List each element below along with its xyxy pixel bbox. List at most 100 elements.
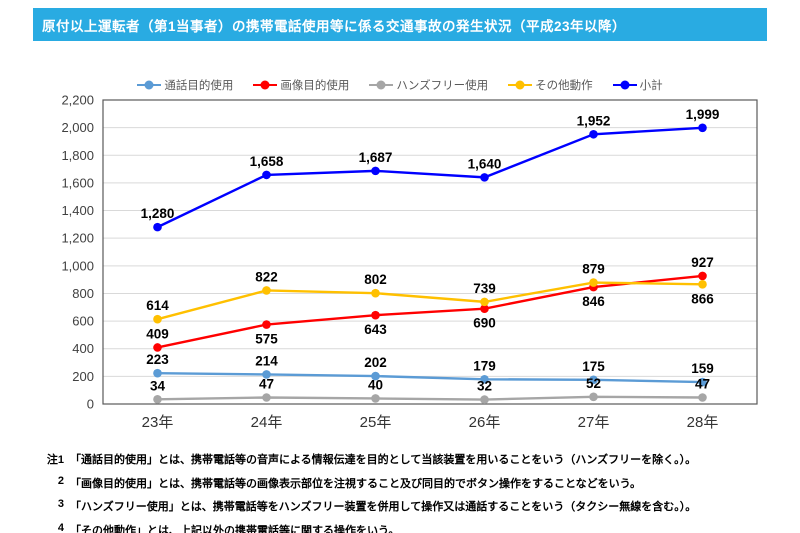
data-point bbox=[262, 286, 271, 295]
data-point bbox=[262, 393, 271, 402]
legend-label: 小計 bbox=[639, 80, 663, 92]
series-line-4 bbox=[156, 126, 703, 229]
data-point bbox=[698, 377, 707, 387]
plot-border bbox=[102, 99, 758, 405]
series-line-1 bbox=[157, 274, 703, 349]
legend-label: 画像目的使用 bbox=[280, 80, 350, 92]
data-point bbox=[262, 370, 271, 379]
legend-item-call-use: 通話目的使用 bbox=[137, 77, 233, 93]
legend-marker-line bbox=[253, 80, 278, 90]
y-tick-label: 200 bbox=[72, 369, 94, 384]
data-label: 1,952 bbox=[577, 113, 611, 128]
x-tick-label: 26年 bbox=[469, 414, 501, 431]
legend-label: その他動作 bbox=[535, 80, 593, 92]
legend-label: ハンズフリー使用 bbox=[396, 80, 489, 92]
page-title: 原付以上運転者（第1当事者）の携帯電話使用等に係る交通事故の発生状況（平成23年… bbox=[42, 18, 627, 34]
data-point bbox=[153, 343, 162, 352]
data-point bbox=[371, 310, 380, 320]
y-tick-label: 1,400 bbox=[61, 203, 94, 218]
data-label: 1,999 bbox=[686, 107, 720, 122]
data-point bbox=[589, 129, 598, 139]
data-point bbox=[698, 393, 707, 402]
data-label: 179 bbox=[473, 358, 496, 373]
data-point bbox=[153, 395, 162, 404]
legend-marker-line bbox=[508, 80, 533, 90]
data-point bbox=[153, 368, 162, 378]
data-point bbox=[480, 297, 489, 307]
y-tick-label: 1,800 bbox=[61, 148, 94, 163]
footnote-number: 2 bbox=[57, 474, 64, 487]
data-point bbox=[480, 304, 489, 313]
y-tick-label: 600 bbox=[72, 314, 94, 329]
footnote-text: 「通話目的使用」とは、携帯電話等の音声による情報伝達を目的として当該装置を用いる… bbox=[70, 454, 697, 466]
footnote-3: 3 「ハンズフリー使用」とは、携帯電話等をハンズフリー装置を併用して操作又は通話… bbox=[38, 498, 768, 514]
data-label: 202 bbox=[364, 355, 387, 370]
y-tick-label: 1,600 bbox=[61, 175, 94, 190]
data-label: 159 bbox=[691, 361, 714, 376]
footnote-text: 「その他動作」とは、上記以外の携帯電話等に関する操作をいう。 bbox=[70, 524, 400, 533]
data-point bbox=[480, 173, 489, 182]
data-label: 643 bbox=[364, 322, 387, 337]
legend-marker-dot bbox=[515, 80, 525, 90]
y-tick-label: 1,200 bbox=[61, 231, 94, 246]
data-label: 175 bbox=[582, 359, 605, 374]
data-label: 802 bbox=[364, 272, 387, 287]
data-label: 1,280 bbox=[141, 206, 175, 221]
data-point bbox=[698, 280, 707, 289]
data-label: 739 bbox=[473, 281, 496, 296]
footnote-number: 4 bbox=[57, 521, 64, 533]
data-label: 879 bbox=[582, 262, 605, 277]
legend-item-other-action: その他動作 bbox=[508, 77, 593, 93]
data-point bbox=[589, 375, 598, 385]
y-tick-label: 400 bbox=[72, 341, 94, 356]
legend-marker-dot bbox=[376, 80, 386, 90]
legend-marker-line bbox=[137, 80, 162, 90]
data-point bbox=[698, 271, 707, 281]
x-tick-label: 24年 bbox=[251, 414, 283, 431]
data-label: 690 bbox=[473, 316, 496, 331]
footnote-1: 注1 「通話目的使用」とは、携帯電話等の音声による情報伝達を目的として当該装置を… bbox=[38, 451, 768, 467]
data-label: 846 bbox=[582, 294, 605, 309]
y-tick-label: 2,000 bbox=[61, 120, 94, 135]
chart-title-banner: 原付以上運転者（第1当事者）の携帯電話使用等に係る交通事故の発生状況（平成23年… bbox=[33, 8, 767, 41]
data-label: 409 bbox=[146, 326, 169, 341]
data-label: 1,658 bbox=[250, 154, 284, 169]
data-point bbox=[480, 395, 489, 404]
footnote-number: 3 bbox=[57, 498, 64, 510]
data-label: 614 bbox=[146, 298, 169, 313]
legend-label: 通話目的使用 bbox=[164, 80, 234, 92]
footnotes: 注1 「通話目的使用」とは、携帯電話等の音声による情報伝達を目的として当該装置を… bbox=[38, 451, 768, 533]
data-label: 866 bbox=[691, 291, 714, 306]
legend-item-subtotal: 小計 bbox=[612, 77, 663, 93]
data-point bbox=[153, 314, 162, 324]
series-line-2 bbox=[157, 395, 703, 401]
data-label: 47 bbox=[695, 377, 710, 392]
legend-marker-line bbox=[612, 80, 637, 90]
data-label: 32 bbox=[477, 379, 492, 394]
data-label: 1,687 bbox=[359, 150, 393, 165]
data-point bbox=[371, 371, 380, 381]
series-line-0 bbox=[157, 371, 703, 384]
data-point bbox=[589, 392, 598, 402]
data-label: 34 bbox=[150, 378, 166, 393]
x-tick-label: 23年 bbox=[142, 414, 174, 431]
data-label: 47 bbox=[259, 377, 274, 392]
data-label: 575 bbox=[255, 332, 278, 347]
y-tick-label: 1,000 bbox=[61, 258, 94, 273]
data-label: 214 bbox=[255, 353, 278, 368]
x-tick-label: 28年 bbox=[687, 414, 719, 431]
legend-marker-dot bbox=[260, 80, 270, 90]
data-label: 822 bbox=[255, 269, 278, 284]
legend-marker-dot bbox=[620, 80, 630, 90]
y-tick-label: 0 bbox=[87, 397, 94, 412]
chart-legend: 通話目的使用 画像目的使用 ハンズフリー使用 その他動作 小計 bbox=[0, 77, 800, 93]
chart-area: 0 200 400 600 800 1,000 1,200 1,400 1,600 1,800 2,… bbox=[30, 92, 770, 442]
footnote-2: 2 「画像目的使用」とは、携帯電話等の画像表示部位を注視すること及び同目的でボタ… bbox=[38, 475, 768, 491]
legend-item-image-use: 画像目的使用 bbox=[253, 77, 349, 93]
legend-item-handsfree-use: ハンズフリー使用 bbox=[369, 77, 488, 93]
data-point bbox=[262, 170, 271, 180]
data-label: 52 bbox=[586, 376, 601, 391]
data-point bbox=[589, 278, 598, 287]
y-tick-label: 800 bbox=[72, 286, 94, 301]
data-label: 1,640 bbox=[468, 156, 502, 171]
